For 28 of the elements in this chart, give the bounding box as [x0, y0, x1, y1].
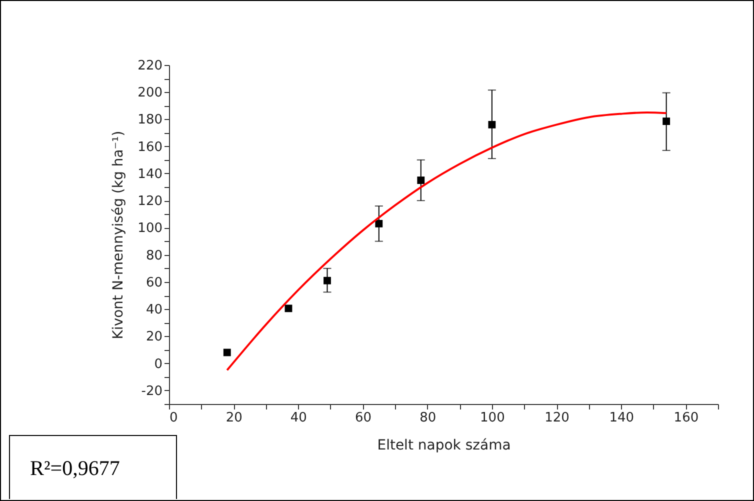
x-tick-label: 120: [544, 410, 570, 426]
x-tick-label: 20: [226, 410, 242, 426]
y-tick-label: 80: [146, 248, 162, 264]
y-tick-label: 0: [154, 356, 162, 372]
x-tick-label: 100: [480, 410, 505, 426]
y-tick-label: 120: [138, 194, 162, 210]
y-tick-label: 200: [138, 86, 162, 101]
x-tick-label: 140: [609, 410, 634, 426]
y-tick-label: 160: [138, 140, 162, 155]
y-tick-label: 180: [138, 112, 162, 128]
line-series: [226, 111, 668, 372]
y-tick-label: 100: [138, 221, 162, 236]
point: [284, 304, 292, 312]
x-tick-label: 160: [674, 410, 699, 426]
y-tick-label: 20: [146, 330, 162, 345]
y-axis-title: Kivont N-mennyiség (kg ha⁻¹): [110, 130, 127, 340]
x-tick-label: 0: [170, 410, 178, 426]
x-tick-label: 80: [420, 410, 436, 426]
y-tick-label: 60: [146, 275, 162, 290]
x-axis-title: Eltelt napok száma: [377, 438, 511, 454]
x-tick-label: 40: [290, 410, 307, 426]
y-tick-label: 220: [138, 58, 162, 74]
point: [223, 348, 231, 356]
x-tick-label: 60: [354, 410, 372, 426]
text: R²=0,9677: [30, 456, 120, 480]
y-tick-label: -20: [141, 384, 162, 399]
y-tick-label: 40: [146, 302, 162, 318]
y-tick-label: 140: [138, 166, 162, 182]
